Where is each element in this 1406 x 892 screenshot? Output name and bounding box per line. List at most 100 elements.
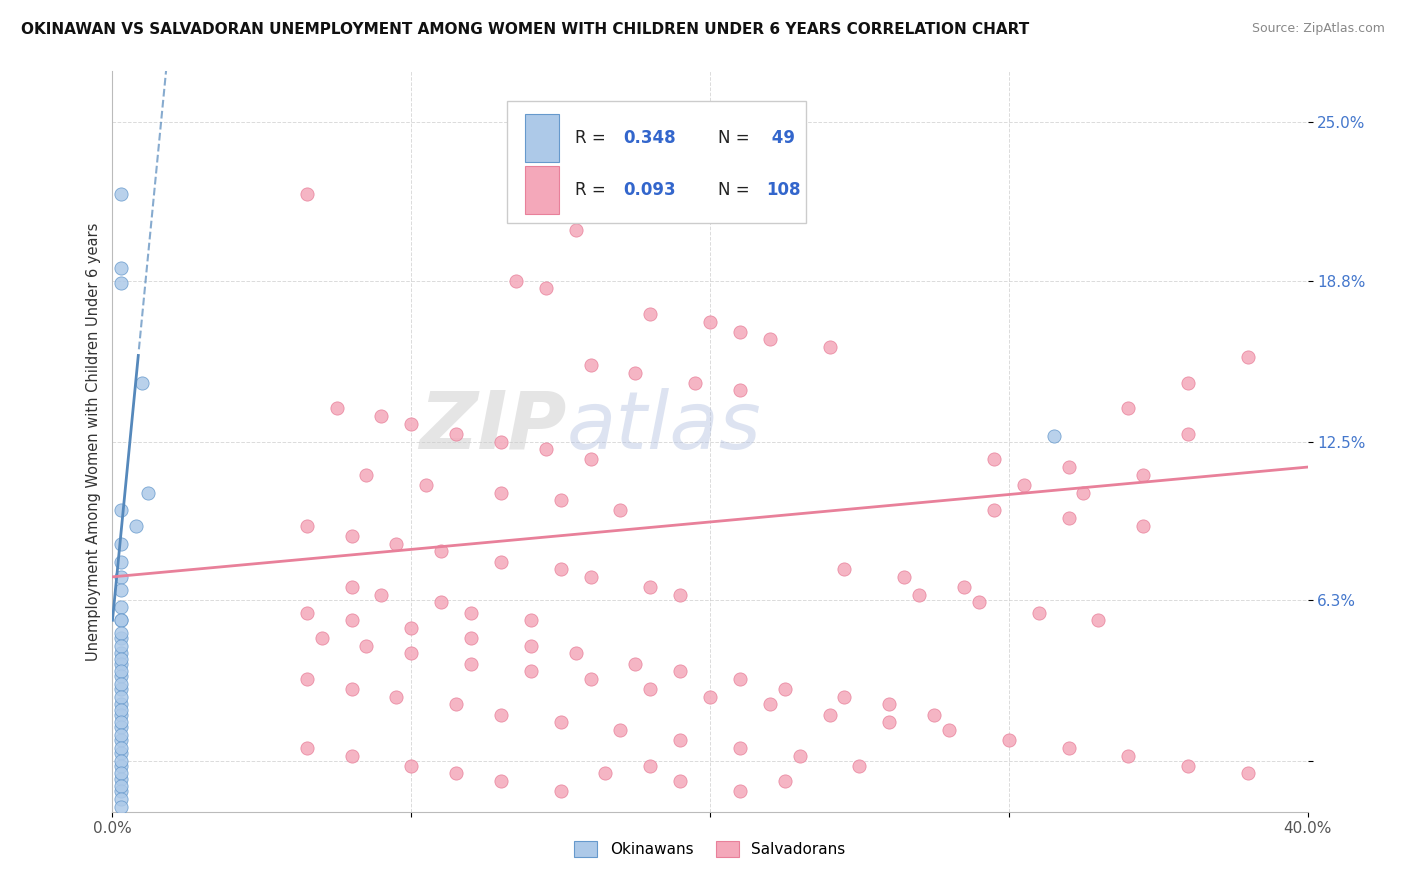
Point [669,665,692,679]
Point [110,600,132,615]
Point [550,784,572,798]
Point [110,503,132,517]
Text: 0.093: 0.093 [623,181,675,199]
Point [340,748,363,763]
Point [110,698,132,712]
Point [609,723,631,737]
Point [110,647,132,661]
Point [609,503,631,517]
Point [110,555,132,569]
Point [460,657,482,671]
Point [953,580,976,594]
Point [1012,478,1035,492]
Point [579,570,602,584]
Text: 49: 49 [766,129,796,147]
Point [983,452,1005,467]
Point [356,639,378,653]
Point [640,758,662,772]
Point [110,613,132,627]
Point [983,503,1005,517]
Point [385,536,408,550]
Point [938,723,960,737]
Point [879,698,901,712]
Text: N =: N = [718,181,755,199]
Point [370,409,392,423]
Point [110,651,132,665]
Point [534,281,557,295]
Point [669,774,692,789]
Point [460,606,482,620]
Point [728,325,751,339]
Point [1073,485,1095,500]
Point [356,467,378,482]
Point [110,631,132,645]
Point [110,754,132,768]
Point [848,758,870,772]
Point [110,728,132,742]
Text: 0.348: 0.348 [623,129,675,147]
FancyBboxPatch shape [524,114,560,161]
Point [110,677,132,691]
Point [385,690,408,704]
Point [110,758,132,772]
Point [295,606,318,620]
Point [564,222,586,236]
Point [401,621,423,635]
Point [430,595,453,609]
Point [110,746,132,760]
Point [1028,606,1050,620]
Point [1118,401,1140,416]
Point [110,682,132,697]
Point [295,672,318,686]
Text: atlas: atlas [567,388,762,466]
Point [489,774,512,789]
Point [430,544,453,558]
Point [505,274,527,288]
Point [110,784,132,798]
Point [728,784,751,798]
Point [110,665,132,679]
Point [773,682,796,697]
Point [789,748,811,763]
Point [110,626,132,640]
Point [1177,426,1199,441]
Point [550,715,572,730]
Point [340,613,363,627]
Point [669,588,692,602]
Point [340,529,363,543]
Point [401,647,423,661]
Point [1087,613,1109,627]
Point [564,647,586,661]
Point [834,562,856,576]
Point [295,186,318,201]
Point [520,639,543,653]
Point [550,562,572,576]
Point [110,186,132,201]
Point [444,426,467,441]
Point [110,733,132,747]
Point [110,277,132,291]
Point [489,555,512,569]
Point [110,570,132,584]
Text: N =: N = [718,129,755,147]
Point [640,307,662,321]
Point [110,799,132,814]
Point [444,766,467,780]
Point [110,779,132,793]
Point [595,766,617,780]
Point [683,376,706,390]
Point [110,772,132,786]
Point [340,580,363,594]
Point [295,518,318,533]
Point [728,384,751,398]
Point [1042,429,1064,443]
Point [922,707,945,722]
Point [110,669,132,683]
Text: Source: ZipAtlas.com: Source: ZipAtlas.com [1251,22,1385,36]
Point [110,766,132,780]
Point [138,485,160,500]
Point [460,631,482,645]
Point [1132,467,1154,482]
Point [489,485,512,500]
Point [489,434,512,449]
